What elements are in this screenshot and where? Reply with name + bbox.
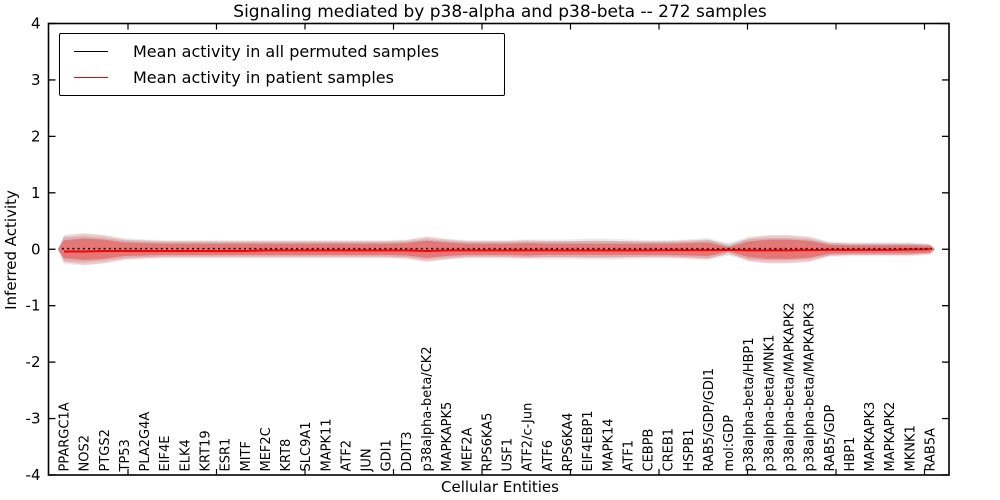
x-tick-label: KRT19 <box>198 430 213 471</box>
x-tick-label: RPS6KA4 <box>561 413 576 472</box>
x-tick-label: GDI1 <box>380 439 395 471</box>
patient-line-swatch-icon <box>74 77 108 79</box>
x-tick-label: ATF1 <box>621 440 636 472</box>
x-tick-label: mol:GDP <box>722 415 737 472</box>
x-tick-label: EIF4EBP1 <box>581 410 596 471</box>
x-tick-label: HSPB1 <box>682 428 697 471</box>
x-tick-label: DDIT3 <box>400 431 415 471</box>
x-tick-label: HBP1 <box>843 437 858 472</box>
legend-item-patient: Mean activity in patient samples <box>60 65 504 91</box>
x-tick-label: p38alpha-beta/MAPKAPK3 <box>803 303 818 472</box>
x-tick-label: KRT8 <box>279 439 294 472</box>
x-tick-label: MAPKAPK2 <box>883 402 898 472</box>
x-tick-label: SLC9A1 <box>299 421 314 471</box>
x-tick-label: MEF2C <box>259 427 274 471</box>
legend: Mean activity in all permuted samples Me… <box>59 33 505 96</box>
x-tick-label: ESR1 <box>219 438 234 472</box>
x-tick-label: MEF2A <box>460 427 475 471</box>
x-tick-label: PPARGC1A <box>58 402 73 471</box>
x-tick-label: CEBPB <box>642 429 657 472</box>
x-tick-label: p38alpha-beta/MNK1 <box>762 335 777 472</box>
x-tick-label: MAPKAPK3 <box>863 402 878 472</box>
patient-mean-line <box>64 248 931 253</box>
x-tick-label: MAPK14 <box>601 418 616 471</box>
x-tick-label: ATF6 <box>541 440 556 472</box>
y-tick-label: 2 <box>31 127 41 145</box>
legend-item-permuted: Mean activity in all permuted samples <box>60 38 504 64</box>
chart-title: Signaling mediated by p38-alpha and p38-… <box>233 2 767 22</box>
x-tick-label: RPS6KA5 <box>480 413 495 472</box>
x-tick-label: MAPK11 <box>319 418 334 471</box>
y-tick-label: -3 <box>26 410 41 428</box>
x-tick-label: PLA2G4A <box>138 412 153 472</box>
x-tick-label: p38alpha-beta/HBP1 <box>742 337 757 471</box>
y-tick-label: 0 <box>31 240 41 258</box>
permuted-band <box>58 236 935 263</box>
patient-band <box>58 238 935 260</box>
y-tick-label: -1 <box>26 297 41 315</box>
x-tick-label: ELK4 <box>178 439 193 471</box>
x-tick-label: p38alpha-beta/CK2 <box>420 346 435 471</box>
x-tick-label: RAB5A <box>924 428 939 472</box>
legend-label-permuted: Mean activity in all permuted samples <box>133 41 440 61</box>
x-tick-label: MITF <box>239 441 254 471</box>
x-tick-label: EIF4E <box>158 435 173 471</box>
y-tick-label: 4 <box>31 15 41 33</box>
x-tick-label: MAPKAPK5 <box>440 402 455 472</box>
x-tick-label: NOS2 <box>78 435 93 471</box>
x-tick-label: USF1 <box>501 438 516 472</box>
x-axis-label: Cellular Entities <box>441 478 559 496</box>
x-tick-label: p38alpha-beta/MAPKAPK2 <box>783 303 798 472</box>
x-tick-label: JUN <box>360 448 375 472</box>
patient-band-outer <box>58 233 935 265</box>
permuted-band-outer <box>58 233 935 266</box>
x-tick-label: CREB1 <box>662 428 677 472</box>
y-tick-label: 1 <box>31 184 41 202</box>
y-tick-label: 3 <box>31 71 41 89</box>
x-tick-label: MKNK1 <box>903 425 918 471</box>
x-tick-label: RAB5/GDP/GDI1 <box>702 368 717 471</box>
x-tick-label: TP53 <box>118 439 133 472</box>
x-tick-label: ATF2 <box>339 440 354 472</box>
x-tick-label: PTGS2 <box>98 429 113 471</box>
permuted-line-swatch-icon <box>74 50 108 52</box>
y-tick-label: -2 <box>26 353 41 371</box>
y-tick-label: -4 <box>26 466 41 484</box>
legend-label-patient: Mean activity in patient samples <box>133 68 394 88</box>
x-tick-label: ATF2/c-Jun <box>521 403 536 472</box>
x-tick-label: RAB5/GDP <box>823 404 838 471</box>
